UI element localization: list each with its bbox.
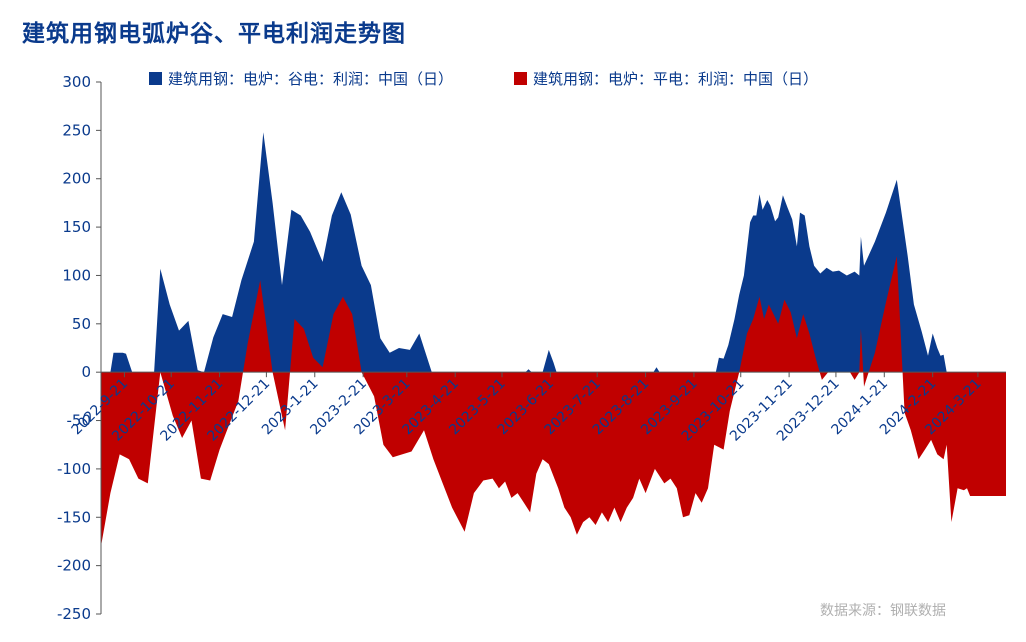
y-tick-label: -200 — [57, 557, 91, 575]
legend-label-flat: 建筑用钢：电炉：平电：利润：中国（日） — [533, 70, 818, 88]
y-tick-label: 100 — [62, 266, 91, 284]
y-tick-label: 150 — [62, 218, 91, 236]
y-tick-label: 300 — [62, 73, 91, 91]
source-note: 数据来源：钢联数据 — [820, 603, 946, 619]
y-tick-label: -100 — [57, 460, 91, 478]
y-tick-label: -250 — [57, 605, 91, 623]
area-series-0 — [101, 132, 1006, 373]
area-series-1 — [101, 256, 1006, 547]
y-tick-label: 50 — [72, 315, 91, 333]
y-tick-label: 0 — [81, 363, 91, 381]
legend: 建筑用钢：电炉：谷电：利润：中国（日） 建筑用钢：电炉：平电：利润：中国（日） — [149, 70, 818, 88]
y-tick-label: -50 — [67, 412, 92, 430]
y-tick-label: -150 — [57, 508, 91, 526]
legend-label-valley: 建筑用钢：电炉：谷电：利润：中国（日） — [168, 70, 453, 88]
plot-area — [101, 132, 1006, 547]
y-tick-label: 250 — [62, 121, 91, 139]
chart-title: 建筑用钢电弧炉谷、平电利润走势图 — [22, 20, 406, 47]
y-tick-label: 200 — [62, 170, 91, 188]
legend-swatch-valley — [149, 72, 162, 85]
legend-swatch-flat — [514, 72, 527, 85]
